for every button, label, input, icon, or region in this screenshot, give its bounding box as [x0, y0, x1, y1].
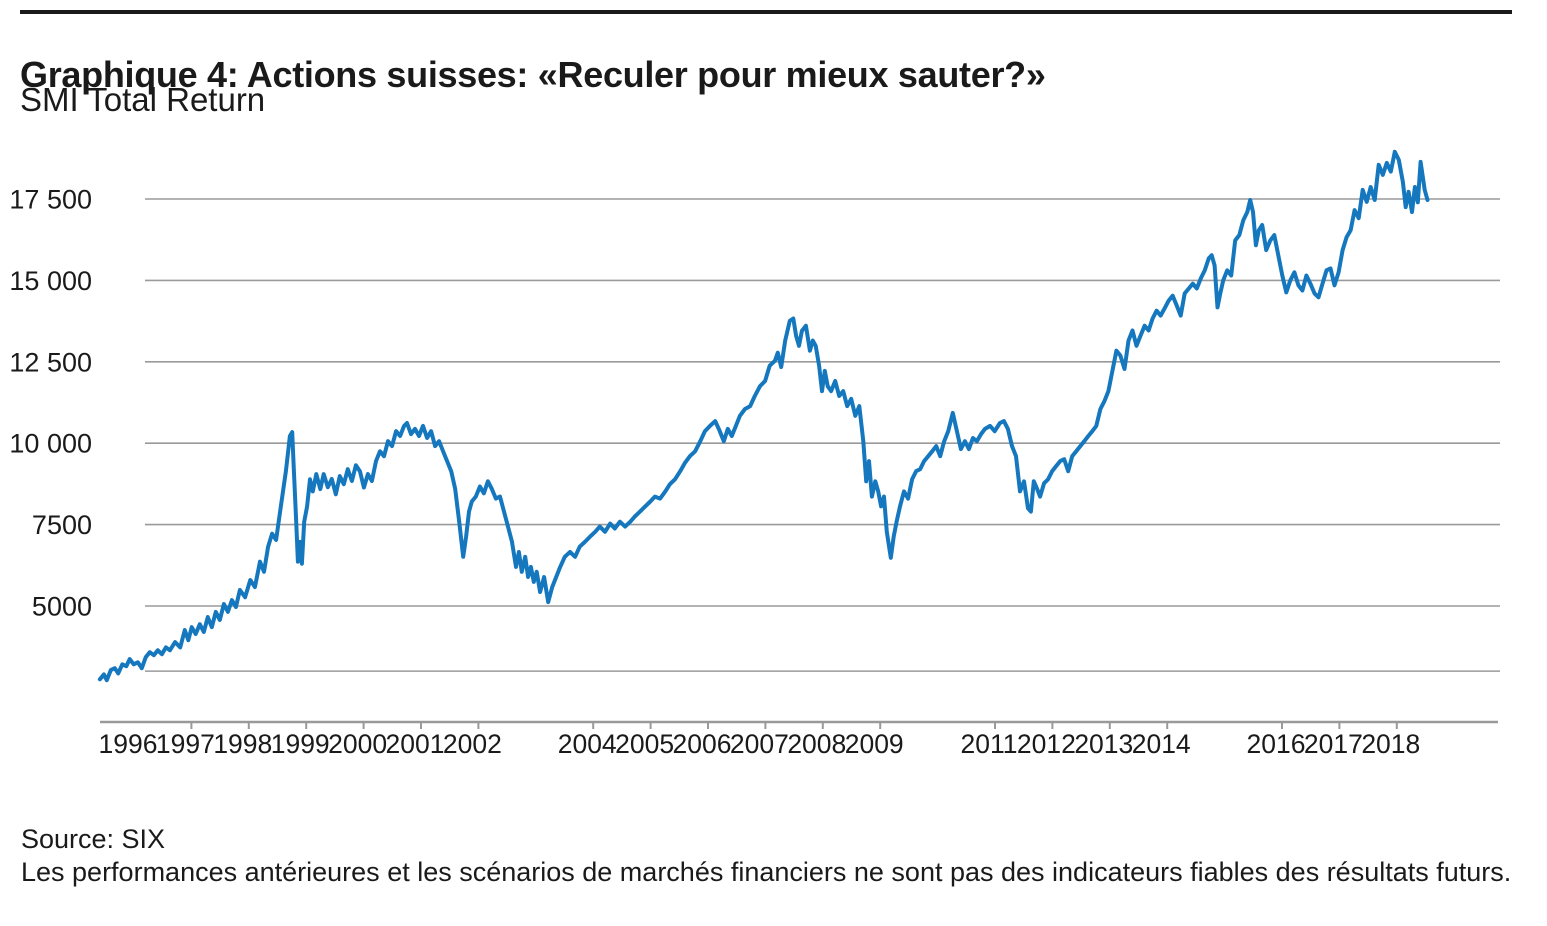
x-tick-label: 2005	[615, 729, 674, 759]
x-tick-label: 2000	[328, 729, 387, 759]
x-tick-label: 2012	[1017, 729, 1076, 759]
x-tick-label: 1999	[271, 729, 330, 759]
x-tick-label: 2018	[1361, 729, 1420, 759]
y-tick-label: 5000	[32, 592, 92, 622]
y-tick-label: 7500	[32, 510, 92, 540]
x-tick-label: 2002	[443, 729, 502, 759]
y-tick-label: 12 500	[9, 347, 92, 377]
x-tick-label: 1998	[213, 729, 272, 759]
x-tick-label: 2017	[1304, 729, 1363, 759]
x-tick-label: 2001	[386, 729, 445, 759]
x-tick-label: 2004	[558, 729, 617, 759]
x-tick-label: 2014	[1132, 729, 1191, 759]
x-tick-label: 1997	[156, 729, 215, 759]
y-tick-label: 17 500	[9, 185, 92, 215]
x-tick-label: 1996	[99, 729, 158, 759]
chart-title: Graphique 4: Actions suisses: «Reculer p…	[20, 54, 1046, 96]
x-tick-label: 2009	[845, 729, 904, 759]
smi-series-line	[97, 149, 1430, 683]
source-text: Source: SIX	[21, 824, 166, 854]
x-tick-label: 2013	[1074, 729, 1133, 759]
top-rule	[20, 10, 1512, 14]
x-tick-label: 2008	[787, 729, 846, 759]
x-tick-label: 2006	[673, 729, 732, 759]
y-tick-label: 10 000	[9, 429, 92, 459]
disclaimer-text: Les performances antérieures et les scén…	[21, 857, 1512, 887]
y-tick-label: 15 000	[9, 266, 92, 296]
x-tick-label: 2016	[1247, 729, 1306, 759]
x-tick-label: 2007	[730, 729, 789, 759]
chart-subtitle: SMI Total Return	[20, 81, 266, 118]
x-tick-label: 2011	[961, 729, 1018, 759]
